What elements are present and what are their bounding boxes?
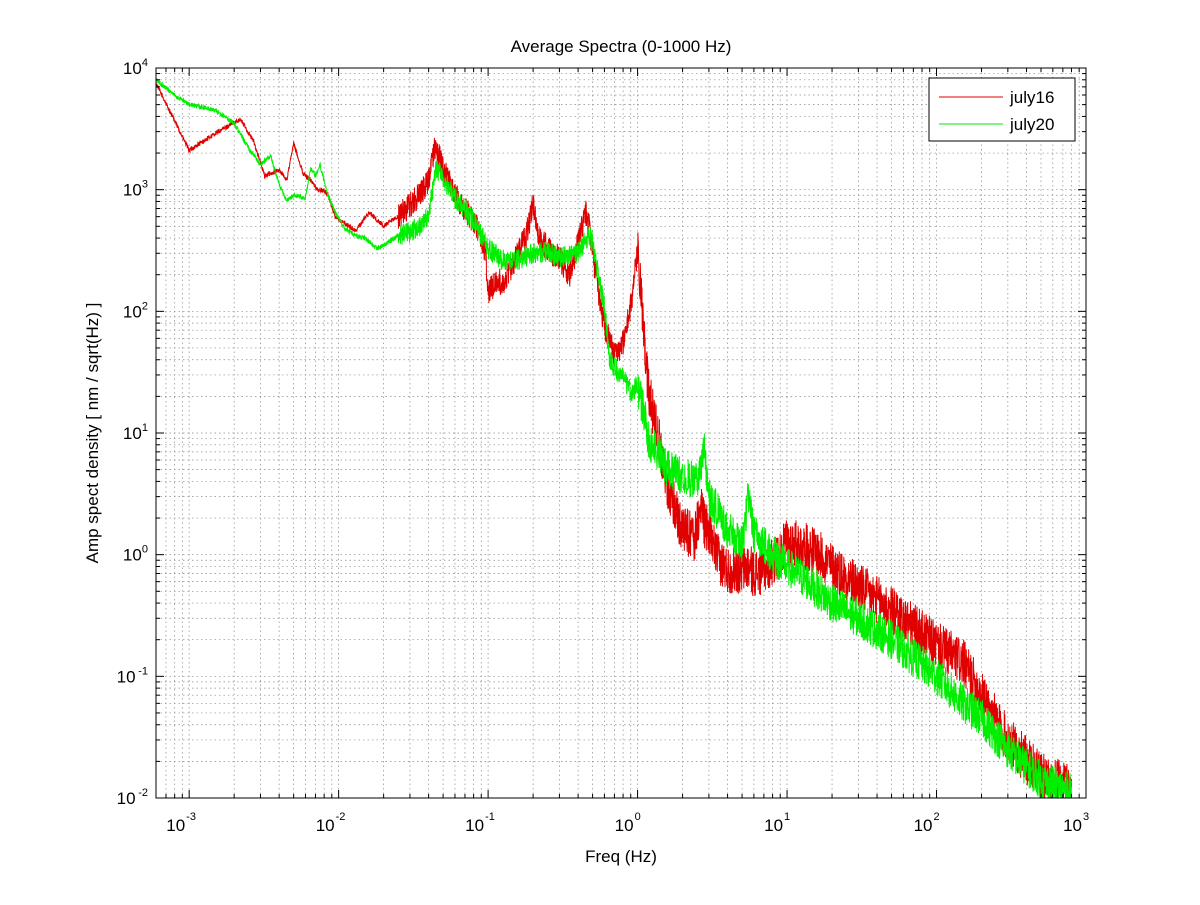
y-tick-label: 110 bbox=[123, 422, 148, 443]
x-tick-label-exponent: -1 bbox=[485, 811, 495, 823]
x-axis-label: Freq (Hz) bbox=[585, 847, 657, 866]
x-tick-label-base: 10 bbox=[166, 816, 185, 835]
y-tick-label-base: 10 bbox=[123, 59, 142, 78]
x-tick-label: 10 -1 bbox=[465, 811, 495, 835]
series-layer bbox=[156, 78, 1072, 798]
y-tick-label-exponent: 1 bbox=[142, 422, 148, 434]
legend-label-july16: july16 bbox=[1009, 88, 1054, 107]
y-tick-label-base: 10 bbox=[117, 667, 136, 686]
y-tick-label: -210 bbox=[117, 787, 148, 808]
y-tick-label: 410 bbox=[123, 57, 148, 78]
y-tick-label-base: 10 bbox=[117, 789, 136, 808]
x-tick-label: 10 0 bbox=[615, 811, 641, 835]
legend: july16 july20 bbox=[928, 77, 1076, 142]
legend-box bbox=[928, 77, 1076, 142]
tick-labels: 10 -3 10 -2 10 -1 10 0 10 1 10 2 10 3-210-11001011021… bbox=[117, 57, 1089, 835]
x-tick-label-base: 10 bbox=[914, 816, 933, 835]
y-tick-label: 210 bbox=[123, 300, 148, 321]
y-tick-label-base: 10 bbox=[123, 302, 142, 321]
x-tick-label: 10 1 bbox=[764, 811, 790, 835]
series-line-july20 bbox=[156, 78, 1072, 798]
ticks bbox=[155, 67, 1087, 799]
y-tick-label-base: 10 bbox=[123, 424, 142, 443]
y-tick-label: 310 bbox=[123, 179, 148, 200]
y-tick-label-base: 10 bbox=[123, 181, 142, 200]
x-tick-label-exponent: -2 bbox=[336, 811, 346, 823]
y-tick-label: -110 bbox=[117, 665, 148, 686]
y-tick-label-exponent: 3 bbox=[142, 179, 148, 191]
x-tick-label-exponent: 1 bbox=[784, 811, 790, 823]
x-tick-label: 10 -3 bbox=[166, 811, 196, 835]
x-tick-label-exponent: 0 bbox=[635, 811, 641, 823]
legend-label-july20: july20 bbox=[1009, 115, 1054, 134]
y-axis-label: Amp spect density [ nm / sqrt(Hz) ] bbox=[83, 303, 102, 564]
chart-title: Average Spectra (0-1000 Hz) bbox=[511, 37, 732, 56]
x-tick-label-base: 10 bbox=[316, 816, 335, 835]
x-tick-label-base: 10 bbox=[764, 816, 783, 835]
y-tick-label-exponent: -2 bbox=[138, 787, 148, 799]
x-tick-label-exponent: 3 bbox=[1083, 811, 1089, 823]
x-tick-label-base: 10 bbox=[465, 816, 484, 835]
y-tick-label-base: 10 bbox=[123, 546, 142, 565]
x-tick-label-base: 10 bbox=[615, 816, 634, 835]
y-tick-label-exponent: 4 bbox=[142, 57, 148, 69]
x-tick-label-exponent: -3 bbox=[186, 811, 196, 823]
x-tick-label-base: 10 bbox=[1063, 816, 1082, 835]
y-tick-label-exponent: -1 bbox=[138, 665, 148, 677]
y-tick-label: 010 bbox=[123, 544, 148, 565]
x-tick-label-exponent: 2 bbox=[934, 811, 940, 823]
y-tick-label-exponent: 2 bbox=[142, 300, 148, 312]
x-tick-label: 10 -2 bbox=[316, 811, 346, 835]
x-tick-label: 10 3 bbox=[1063, 811, 1089, 835]
x-tick-label: 10 2 bbox=[914, 811, 940, 835]
y-tick-label-exponent: 0 bbox=[142, 544, 148, 556]
